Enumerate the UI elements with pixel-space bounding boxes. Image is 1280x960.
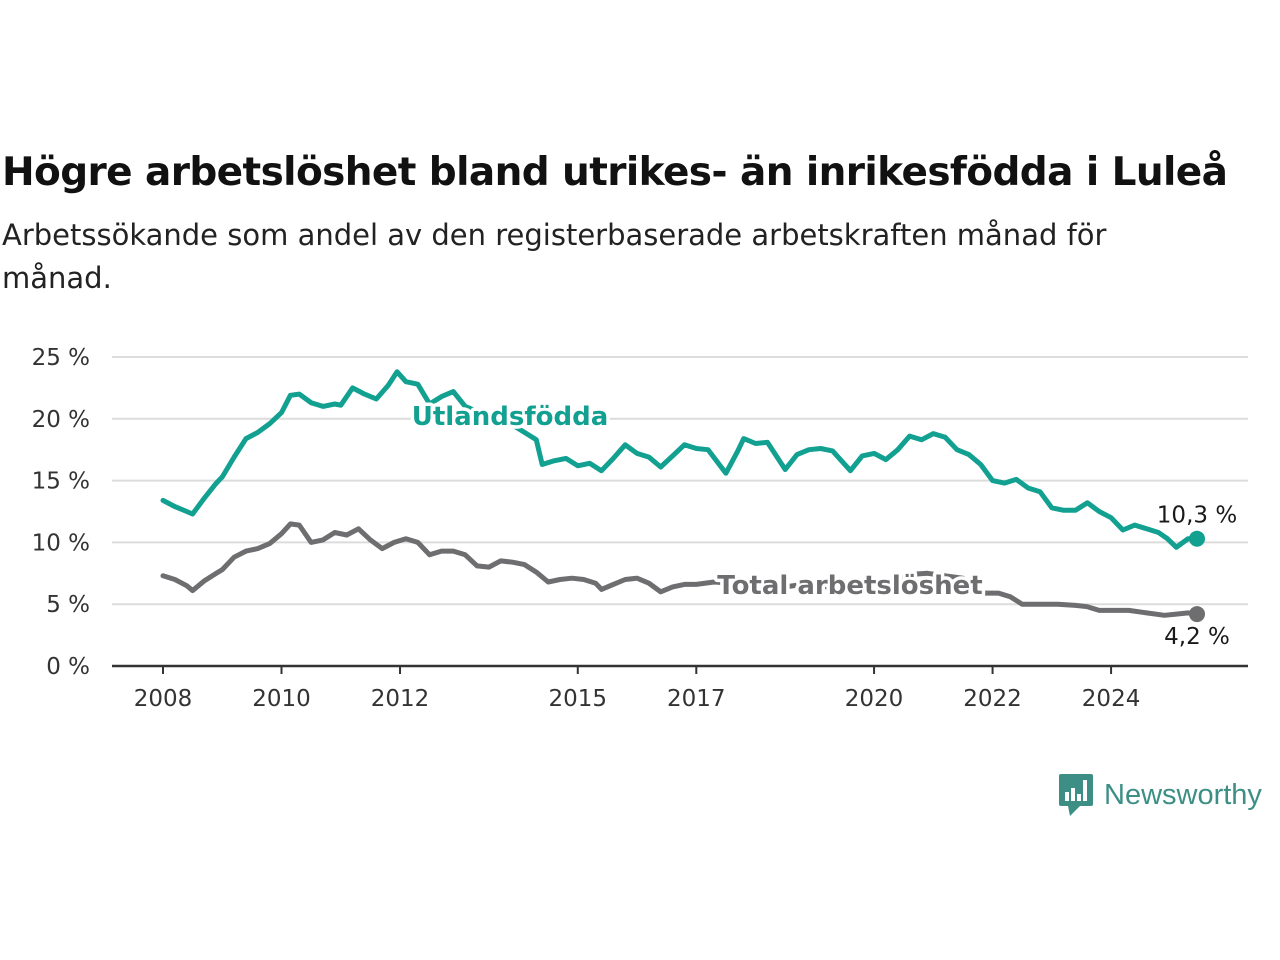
- chart-labels: Utlandsfödda Total arbetslöshet 10,3 % 4,2 …: [408, 399, 1239, 653]
- x-tick-label: 2008: [134, 686, 193, 712]
- axes: 0 % 5 % 10 % 15 % 20 % 25 % 2008 2010 2012 2015 20…: [32, 345, 1248, 712]
- x-tick-label: 2012: [371, 686, 430, 712]
- end-value-label-utlandsfodda: 10,3 %: [1157, 503, 1237, 529]
- y-tick-label: 25 %: [32, 345, 90, 371]
- x-tick-label: 2020: [845, 686, 904, 712]
- end-value-label-total: 4,2 %: [1164, 624, 1230, 650]
- series-label-utlandsfodda: Utlandsfödda: [412, 402, 609, 432]
- end-point-marker: [1189, 606, 1205, 623]
- y-tick-label: 10 %: [32, 530, 90, 556]
- series-line-utlandsfodda: [160, 369, 1200, 550]
- bar-chart-speech-bubble-icon: [1059, 774, 1093, 816]
- x-tick-label: 2015: [549, 686, 608, 712]
- x-tick-label: 2017: [667, 686, 726, 712]
- line-chart: 0 % 5 % 10 % 15 % 20 % 25 % 2008 2010 2012 2015 20…: [32, 345, 1248, 712]
- x-tick-label: 2010: [252, 686, 311, 712]
- y-tick-label: 5 %: [46, 592, 90, 618]
- series-label-total: Total arbetslöshet: [717, 571, 982, 601]
- series-lines: [160, 369, 1205, 623]
- chart-subtitle: Arbetssökande som andel av den registerb…: [2, 218, 1107, 295]
- newsworthy-logo[interactable]: Newsworthy: [1058, 772, 1262, 818]
- y-tick-label: 0 %: [46, 654, 90, 680]
- series-line-total: [160, 521, 1200, 618]
- brand-name: Newsworthy: [1104, 778, 1262, 811]
- y-tick-label: 15 %: [32, 469, 90, 495]
- y-tick-label: 20 %: [32, 407, 90, 433]
- x-tick-label: 2024: [1082, 686, 1141, 712]
- gridlines: [112, 356, 1248, 606]
- chart-title: Högre arbetslöshet bland utrikes- än inr…: [2, 150, 1228, 195]
- x-tick-label: 2022: [963, 686, 1022, 712]
- end-point-marker: [1189, 530, 1205, 547]
